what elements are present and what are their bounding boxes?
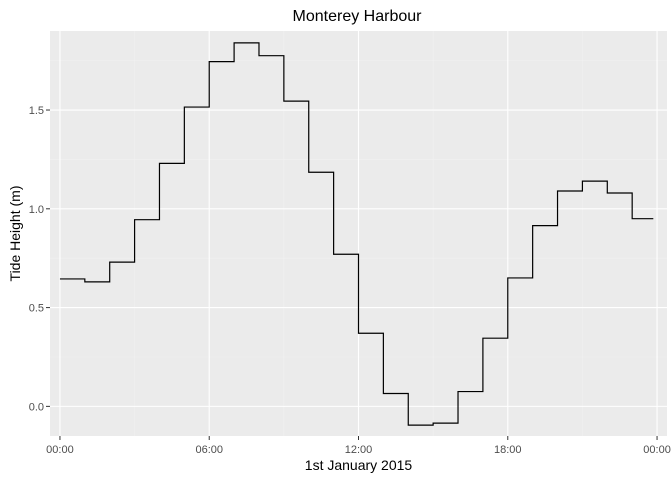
y-tick-label: 0.5 [29, 303, 44, 315]
series-layer [59, 42, 654, 426]
y-tick-label: 0.0 [29, 401, 44, 413]
x-tick-label: 18:00 [494, 444, 522, 456]
x-tick-label: 00:00 [46, 444, 74, 456]
tide-height-line [59, 42, 654, 426]
x-axis-title: 1st January 2015 [305, 457, 413, 473]
x-axis: 00:00 06:00 12:00 18:00 00:00 [46, 436, 671, 456]
y-axis-title: Tide Height (m) [7, 186, 23, 282]
x-tick-label: 06:00 [195, 444, 223, 456]
y-tick-label: 1.0 [29, 204, 44, 216]
chart-title: Monterey Harbour [293, 8, 423, 25]
x-tick-label: 12:00 [345, 444, 373, 456]
x-tick-label: 00:00 [643, 444, 671, 456]
y-tick-label: 1.5 [29, 105, 44, 117]
y-axis: 0.0 0.5 1.0 1.5 [29, 105, 50, 413]
